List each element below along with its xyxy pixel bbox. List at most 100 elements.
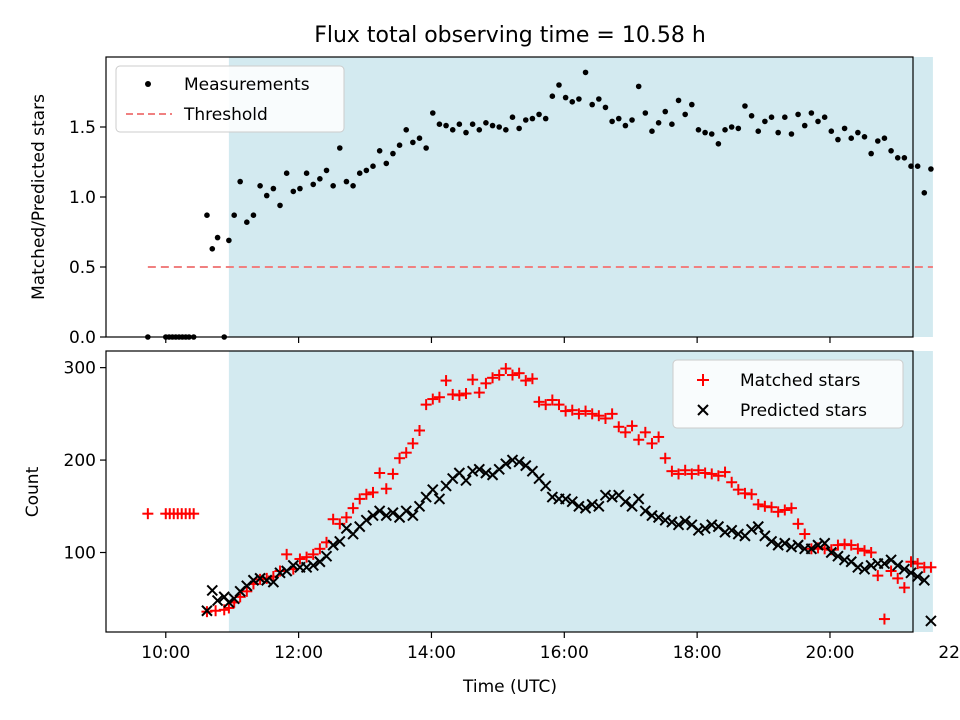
matched-star-point bbox=[872, 570, 884, 582]
measurement-point bbox=[788, 131, 795, 137]
matched-star-point bbox=[420, 399, 432, 411]
measurement-point bbox=[522, 117, 529, 123]
matched-star-point bbox=[898, 582, 910, 594]
matched-star-point bbox=[360, 488, 372, 500]
predicted-star-point bbox=[373, 505, 386, 517]
measurement-point bbox=[742, 103, 748, 109]
predicted-star-point bbox=[805, 543, 818, 555]
predicted-star-point bbox=[818, 537, 831, 549]
measurement-point bbox=[582, 69, 589, 76]
predicted-star-point bbox=[599, 489, 612, 501]
measurement-point bbox=[363, 167, 370, 174]
x-axis-label: Time (UTC) bbox=[462, 677, 557, 697]
matched-star-point bbox=[566, 404, 578, 416]
matched-star-point bbox=[367, 486, 379, 498]
top-axes-frame bbox=[105, 56, 914, 338]
measurement-point bbox=[815, 118, 821, 125]
matched-star-point bbox=[580, 405, 592, 417]
measurement-point bbox=[768, 114, 775, 120]
measurement-point bbox=[383, 160, 390, 167]
measurement-point bbox=[463, 129, 469, 136]
matched-star-point bbox=[719, 466, 731, 478]
matched-star-point bbox=[526, 373, 538, 385]
measurement-point bbox=[390, 150, 396, 157]
matched-star-point bbox=[732, 484, 744, 496]
measurement-point bbox=[715, 141, 722, 147]
matched-star-point bbox=[307, 548, 319, 560]
matched-star-point bbox=[852, 543, 864, 555]
matched-star-point bbox=[845, 539, 857, 551]
predicted-star-point bbox=[892, 559, 904, 572]
matched-star-point bbox=[533, 396, 545, 408]
x-tick-label: 18:00 bbox=[673, 643, 722, 663]
predicted-star-point bbox=[287, 559, 300, 572]
measurement-point bbox=[410, 139, 416, 146]
matched-star-point bbox=[726, 476, 738, 488]
measurement-point bbox=[244, 219, 250, 225]
measurement-point bbox=[226, 237, 232, 244]
predicted-star-point bbox=[865, 559, 877, 572]
measurement-point bbox=[589, 101, 595, 108]
measurement-point bbox=[356, 170, 363, 176]
predicted-star-point bbox=[838, 554, 851, 566]
measurement-point bbox=[237, 178, 243, 185]
measurement-point bbox=[297, 185, 303, 192]
legend-predicted-label: Predicted stars bbox=[740, 401, 867, 421]
matched-star-point bbox=[865, 547, 877, 559]
measurement-point bbox=[655, 120, 662, 126]
measurement-point bbox=[841, 125, 848, 132]
measurement-point bbox=[762, 118, 768, 125]
measurement-point bbox=[888, 148, 894, 154]
measurement-point bbox=[689, 101, 695, 108]
predicted-star-point bbox=[706, 519, 718, 531]
bottom-y-ticks: 100 200 300 bbox=[64, 359, 106, 564]
x-tick-label: 10:00 bbox=[141, 643, 190, 663]
predicted-star-point bbox=[925, 615, 937, 627]
predicted-star-point bbox=[785, 541, 798, 553]
predicted-star-point bbox=[679, 515, 691, 527]
measurement-point bbox=[861, 134, 868, 140]
matched-star-point bbox=[301, 551, 313, 563]
predicted-star-point bbox=[765, 535, 778, 548]
predicted-stars-points bbox=[201, 454, 937, 627]
measurement-point bbox=[596, 96, 602, 102]
predicted-star-point bbox=[639, 505, 652, 517]
measurement-point bbox=[283, 170, 290, 176]
measurement-point bbox=[748, 113, 755, 119]
matched-star-point bbox=[785, 502, 797, 514]
measurement-point bbox=[755, 128, 762, 134]
matched-star-point bbox=[427, 393, 439, 405]
matched-star-point bbox=[653, 431, 665, 443]
measurement-point bbox=[728, 124, 735, 130]
matched-star-point bbox=[606, 408, 618, 420]
measurement-point bbox=[336, 145, 343, 151]
top-shaded-span bbox=[228, 57, 933, 337]
measurement-point bbox=[874, 138, 881, 144]
matched-star-point bbox=[706, 468, 718, 480]
measurement-point bbox=[649, 128, 655, 134]
measurement-point bbox=[868, 150, 874, 157]
predicted-star-point bbox=[918, 574, 930, 586]
bottom-y-tick-label: 200 bbox=[64, 451, 96, 471]
measurement-point bbox=[263, 192, 270, 199]
predicted-star-point bbox=[752, 520, 764, 533]
measurement-point bbox=[317, 176, 323, 182]
measurement-point bbox=[562, 94, 569, 101]
measurement-point bbox=[549, 93, 556, 99]
predicted-star-point bbox=[652, 511, 665, 524]
predicted-star-point bbox=[201, 605, 213, 617]
measurement-point bbox=[669, 121, 675, 127]
predicted-star-point bbox=[473, 463, 485, 476]
measurement-point bbox=[622, 122, 629, 129]
measurement-point bbox=[635, 83, 642, 90]
legend-matched-marker bbox=[697, 374, 709, 386]
matched-stars-points bbox=[142, 363, 937, 625]
measurement-point bbox=[556, 82, 562, 88]
matched-star-point bbox=[314, 543, 326, 555]
bottom-y-axis-label: Count bbox=[23, 466, 43, 517]
predicted-star-point bbox=[858, 563, 871, 575]
matched-star-point bbox=[633, 434, 645, 446]
matched-star-point bbox=[188, 508, 200, 520]
predicted-star-point bbox=[911, 570, 924, 583]
measurement-point bbox=[231, 212, 237, 218]
